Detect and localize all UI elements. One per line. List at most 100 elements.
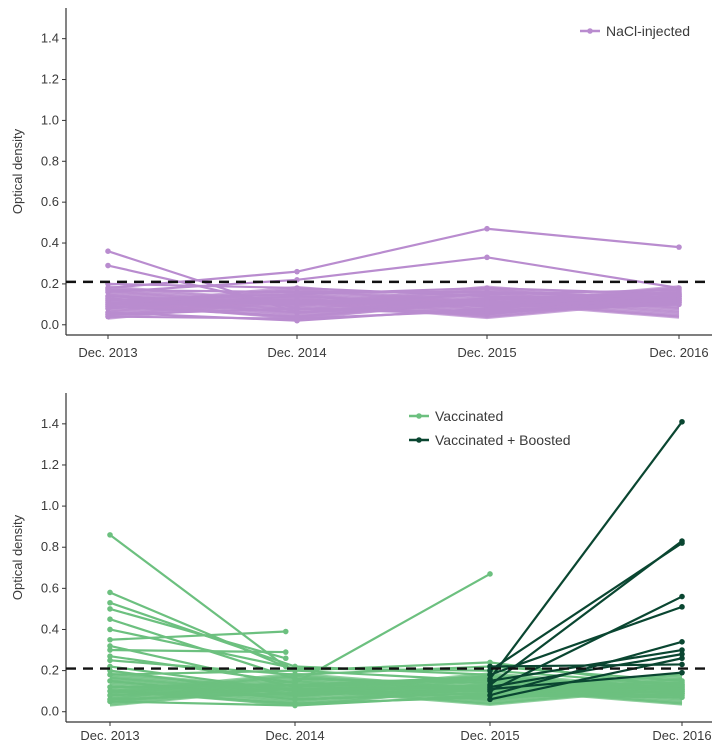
data-point: [484, 289, 490, 295]
data-point: [487, 678, 493, 684]
data-point: [107, 626, 113, 633]
data-point: [484, 285, 490, 291]
data-point: [487, 571, 493, 577]
legend-label: NaCl-injected: [606, 23, 690, 39]
series-line: [109, 648, 286, 654]
data-point: [107, 616, 113, 622]
data-point: [679, 655, 685, 662]
data-point: [292, 676, 298, 682]
data-point: [107, 684, 113, 690]
data-point: [282, 628, 289, 635]
series-line: [489, 653, 683, 689]
series-line: [109, 675, 683, 691]
legend-label: Vaccinated + Boosted: [435, 432, 571, 448]
data-point: [107, 698, 113, 705]
data-point: [487, 659, 493, 666]
data-point: [679, 669, 685, 676]
data-point: [294, 315, 300, 322]
data-point: [105, 301, 111, 308]
y-tick-label: 0.4: [41, 235, 59, 250]
data-point: [484, 254, 490, 261]
y-tick-label: 1.4: [41, 416, 59, 431]
data-point: [107, 678, 113, 684]
data-point: [679, 418, 685, 425]
series-line: [109, 685, 683, 697]
series-0: [105, 225, 682, 324]
data-point: [294, 285, 300, 291]
y-tick-label: 1.0: [41, 498, 59, 513]
data-point: [484, 307, 490, 314]
series-line: [489, 421, 683, 680]
series-line: [489, 671, 683, 691]
data-point: [676, 293, 682, 299]
series-line: [107, 301, 680, 320]
data-point: [292, 682, 298, 688]
data-point: [107, 532, 113, 538]
y-tick-label: 0.2: [41, 276, 59, 291]
data-point: [105, 313, 111, 320]
data-point: [105, 262, 111, 269]
chart-panel-top: 0.0 0.2 0.4 0.6 0.8 1.0 1.2 1.4 Dec. 2013 Dec. 20…: [10, 8, 725, 360]
data-point: [107, 671, 113, 678]
legend-label: Vaccinated: [435, 408, 503, 424]
data-point: [105, 248, 111, 255]
series-line: [489, 542, 683, 672]
series-line: [107, 227, 680, 290]
y-tick-label: 0.8: [41, 153, 59, 168]
y-tick-label: 1.0: [41, 112, 59, 127]
data-point: [487, 686, 493, 692]
data-point: [292, 671, 298, 678]
data-point: [107, 589, 113, 596]
data-point: [282, 655, 289, 662]
legend-swatch-point: [587, 28, 593, 34]
data-point: [107, 692, 113, 699]
data-point: [679, 639, 685, 645]
data-point: [487, 671, 493, 678]
data-point: [107, 636, 113, 643]
x-tick-label: Dec. 2013: [78, 345, 137, 360]
y-tick-label: 1.2: [41, 457, 59, 472]
data-point: [105, 295, 111, 302]
legend: NaCl-injected: [576, 23, 725, 41]
data-point: [294, 268, 300, 275]
legend: Vaccinated Vaccinated + Boosted: [405, 408, 615, 450]
y-tick-label: 0.4: [41, 621, 59, 636]
series-line: [489, 605, 683, 676]
data-point: [107, 647, 113, 653]
data-point: [679, 593, 685, 600]
legend-bg: [405, 408, 615, 426]
data-point: [679, 661, 685, 668]
data-point: [484, 295, 490, 302]
data-point: [679, 694, 685, 701]
x-tick-label: Dec. 2016: [649, 345, 708, 360]
series-line: [109, 607, 287, 660]
legend-bg: [576, 23, 725, 41]
x-tick-label: Dec. 2015: [457, 345, 516, 360]
legend-swatch-point: [416, 413, 422, 419]
legend-bg: [405, 432, 615, 450]
data-point: [292, 686, 298, 692]
data-point: [294, 299, 300, 306]
data-point: [487, 696, 493, 703]
data-point: [679, 682, 685, 688]
series-line: [107, 288, 680, 300]
data-point: [676, 244, 682, 250]
y-tick-label: 0.0: [41, 317, 59, 332]
data-point: [292, 702, 298, 709]
x-tick-label: Dec. 2014: [265, 728, 324, 743]
y-axis-title: Optical density: [10, 514, 25, 600]
data-point: [105, 287, 111, 293]
data-point: [676, 299, 682, 306]
series-line: [109, 694, 683, 707]
data-point: [294, 305, 300, 312]
data-point: [679, 651, 685, 657]
y-tick-label: 0.0: [41, 704, 59, 719]
data-point: [292, 690, 298, 697]
y-axis-title: Optical density: [10, 128, 25, 214]
data-point: [676, 287, 682, 293]
series-line: [489, 663, 683, 668]
chart-panel-bottom: 0.0 0.2 0.4 0.6 0.8 1.0 1.2 1.4 Dec. 2013 Dec. 20…: [10, 393, 712, 743]
series-line: [107, 256, 680, 294]
data-point: [294, 309, 300, 316]
